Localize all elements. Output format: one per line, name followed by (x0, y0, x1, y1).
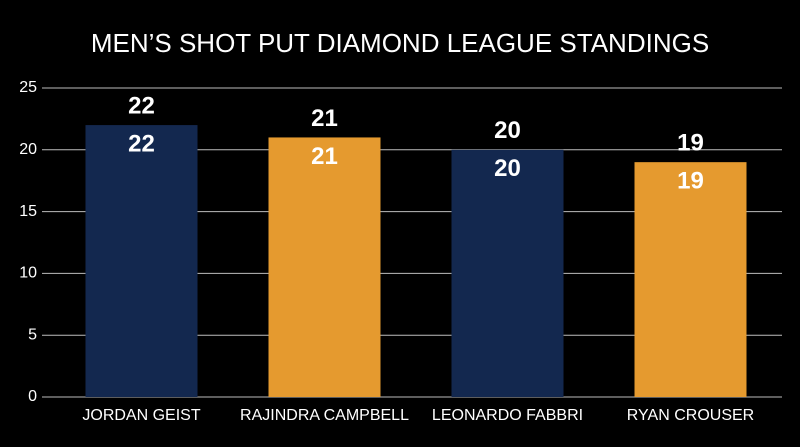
value-label-inside: 22 (128, 130, 155, 157)
value-label: 22 (128, 92, 155, 119)
value-label: 20 (494, 117, 521, 144)
value-label-inside: 21 (311, 143, 338, 170)
value-label-inside: 20 (494, 155, 521, 182)
y-tick-label: 0 (28, 388, 37, 405)
bar (268, 137, 381, 397)
chart-title: MEN’S SHOT PUT DIAMOND LEAGUE STANDINGS (91, 28, 709, 58)
value-label: 19 (677, 130, 704, 157)
value-label-inside: 19 (677, 168, 704, 195)
y-tick-label: 25 (19, 79, 37, 96)
x-tick-label: JORDAN GEIST (82, 407, 200, 424)
y-tick-label: 15 (19, 203, 37, 220)
x-tick-label: LEONARDO FABBRI (432, 407, 583, 424)
x-tick-label: RAJINDRA CAMPBELL (240, 407, 409, 424)
y-tick-label: 5 (28, 326, 37, 343)
y-tick-label: 10 (19, 265, 37, 282)
bar (451, 149, 564, 397)
y-tick-label: 20 (19, 141, 37, 158)
bar (634, 162, 747, 397)
value-label: 21 (311, 105, 338, 132)
x-tick-label: RYAN CROUSER (627, 407, 754, 424)
bar (85, 125, 198, 397)
